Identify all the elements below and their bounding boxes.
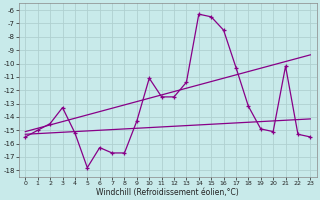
- X-axis label: Windchill (Refroidissement éolien,°C): Windchill (Refroidissement éolien,°C): [96, 188, 239, 197]
